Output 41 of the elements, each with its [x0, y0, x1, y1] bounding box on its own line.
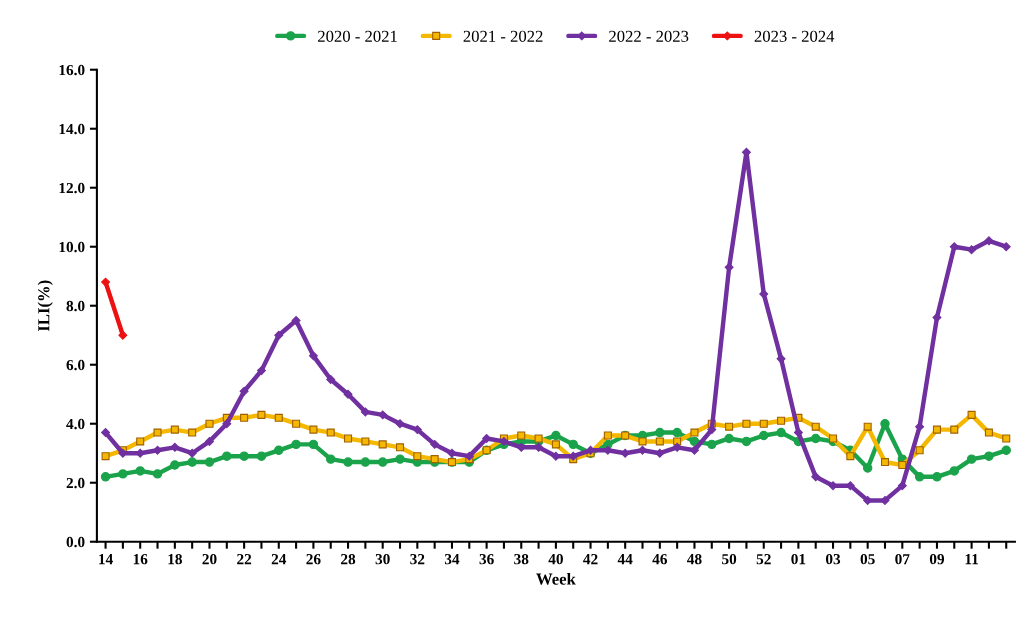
x-tick-label: 18: [168, 553, 182, 565]
x-tick-label: 42: [583, 554, 598, 565]
legend-label: 2023 - 2024: [754, 30, 835, 42]
x-tick-label: 36: [479, 554, 494, 565]
x-tick-label: 01: [791, 553, 806, 565]
y-tick-label: 12.0: [59, 182, 85, 194]
x-tick-label: 40: [548, 553, 563, 565]
legend-label: 2022 - 2023: [609, 30, 689, 42]
x-tick-label: 46: [652, 554, 668, 565]
x-tick-label: 22: [237, 554, 252, 565]
y-axis-title: ILI(%): [37, 280, 53, 332]
x-tick-label: 38: [514, 553, 529, 565]
x-tick-label: 11: [965, 554, 979, 565]
x-tick-label: 30: [375, 553, 390, 565]
y-tick-label: 0.0: [66, 536, 85, 548]
x-tick-label: 26: [306, 554, 321, 565]
x-tick-label: 05: [860, 553, 875, 565]
y-tick-label: 10.0: [59, 241, 85, 253]
y-tick-label: 4.0: [66, 418, 85, 430]
x-tick-label: 16: [133, 554, 148, 565]
legend-label: 2021 - 2022: [463, 30, 543, 42]
x-tick-label: 44: [617, 554, 633, 565]
y-tick-label: 8.0: [66, 300, 85, 312]
x-tick-label: 14: [99, 554, 113, 565]
y-tick-label: 16.0: [59, 64, 85, 76]
y-tick-label: 14.0: [59, 123, 85, 135]
x-tick-label: 24: [271, 554, 287, 565]
y-tick-label: 2.0: [66, 477, 85, 489]
x-tick-label: 03: [825, 553, 841, 565]
x-tick-label: 07: [895, 553, 910, 565]
legend-label: 2020 - 2021: [318, 30, 397, 42]
x-tick-label: 34: [444, 554, 460, 565]
x-tick-label: 32: [410, 554, 425, 565]
x-tick-label: 28: [341, 553, 356, 565]
y-tick-label: 6.0: [66, 359, 85, 371]
x-tick-label: 50: [722, 553, 737, 565]
x-tick-label: 09: [929, 553, 945, 565]
x-tick-label: 52: [756, 554, 771, 565]
x-tick-label: 48: [687, 553, 702, 565]
x-tick-label: 20: [202, 553, 217, 565]
x-axis-title: Week: [536, 572, 576, 585]
